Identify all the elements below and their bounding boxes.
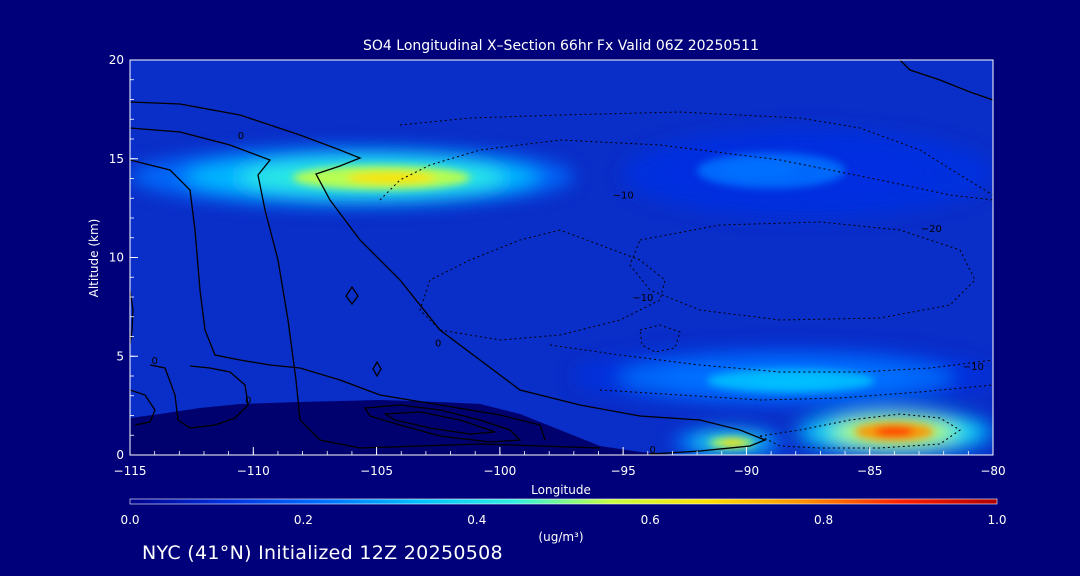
x-axis: −115 −110 −105 −100 −95 −90 −85 −80 <box>114 447 1006 478</box>
x-tick-label: −85 <box>857 464 882 478</box>
y-tick-label: 10 <box>109 251 124 265</box>
contour-neg10-lower-b <box>599 384 993 401</box>
contour-lines <box>130 60 993 455</box>
contour-neg-small <box>639 324 681 353</box>
contour-neg-surface <box>758 413 961 449</box>
x-tick-label: −100 <box>483 464 516 478</box>
colorbar-ticks: 0.0 0.2 0.4 0.6 0.8 1.0 <box>120 513 1006 527</box>
contour-neg20-loop <box>629 221 976 321</box>
contour-neg10-upper-b <box>379 139 993 201</box>
y-tick-label: 20 <box>109 53 124 67</box>
concentration-blob-2-level-4 <box>751 376 836 389</box>
concentration-blob-3-level-4 <box>721 438 744 447</box>
concentration-hotspots <box>292 152 934 448</box>
contour-neg10-lower <box>549 344 993 373</box>
concentration-blob-0-level-4 <box>346 172 436 185</box>
contour-diamond <box>345 285 359 306</box>
contour-zero-west-low <box>130 389 156 426</box>
colorbar: 0.0 0.2 0.4 0.6 0.8 1.0 (ug/m³) <box>120 498 1007 544</box>
y-tick-label: 0 <box>116 448 124 462</box>
y-tick-label: 15 <box>109 152 124 166</box>
colorbar-label: (ug/m³) <box>538 530 583 544</box>
contour-neg10-mid <box>419 229 666 341</box>
contour-label: −20 <box>921 224 942 235</box>
colorbar-tick-label: 0.4 <box>467 513 486 527</box>
contour-zero-inner <box>130 159 546 441</box>
contour-label: −10 <box>613 190 634 201</box>
y-tick-label: 5 <box>116 349 124 363</box>
colorbar-tick-label: 0.8 <box>814 513 833 527</box>
contour-diamond-small <box>372 360 382 378</box>
y-axis: 0 5 10 15 20 <box>109 53 138 462</box>
x-tick-label: −110 <box>237 464 270 478</box>
concentration-blob-4-level-4 <box>874 426 915 437</box>
x-tick-label: −115 <box>114 464 147 478</box>
contour-neg10-upper <box>399 111 993 196</box>
plot-area: 0 0 0 0 0 −10 −20 −10 −10 <box>130 60 993 456</box>
contour-zero-bottom-inner <box>382 411 496 435</box>
contour-zero-upper <box>130 101 767 455</box>
x-tick-label: −80 <box>980 464 1005 478</box>
y-axis-label: Altitude (km) <box>87 219 101 298</box>
contour-zero-bottom <box>363 404 522 443</box>
contour-label: 0 <box>435 338 441 349</box>
contour-zero-left <box>130 127 601 449</box>
contour-label: 0 <box>238 131 244 142</box>
x-axis-label: Longitude <box>531 483 591 497</box>
contour-label: 0 <box>245 396 251 407</box>
contour-label: −10 <box>963 362 984 373</box>
colorbar-bar <box>129 498 998 505</box>
colorbar-tick-label: 0.2 <box>294 513 313 527</box>
colorbar-tick-label: 0.6 <box>641 513 660 527</box>
contour-label: −10 <box>632 293 653 304</box>
x-tick-label: −105 <box>360 464 393 478</box>
terrain <box>130 400 680 455</box>
colorbar-tick-label: 0.0 <box>120 513 139 527</box>
x-tick-label: −90 <box>734 464 759 478</box>
contour-label: 0 <box>151 356 157 367</box>
concentration-blob-1-level-4 <box>721 160 796 179</box>
contour-zero-topright <box>899 60 993 101</box>
footer-initialized-text: NYC (41°N) Initialized 12Z 20250508 <box>142 542 503 564</box>
contour-label: 0 <box>650 445 656 456</box>
colorbar-tick-label: 1.0 <box>987 513 1006 527</box>
contour-zero-west-edge <box>130 289 134 346</box>
contour-zero-low <box>149 364 249 429</box>
chart-title: SO4 Longitudinal X–Section 66hr Fx Valid… <box>363 38 759 54</box>
contour-labels: 0 0 0 0 0 −10 −20 −10 −10 <box>151 131 984 456</box>
x-tick-label: −95 <box>610 464 635 478</box>
